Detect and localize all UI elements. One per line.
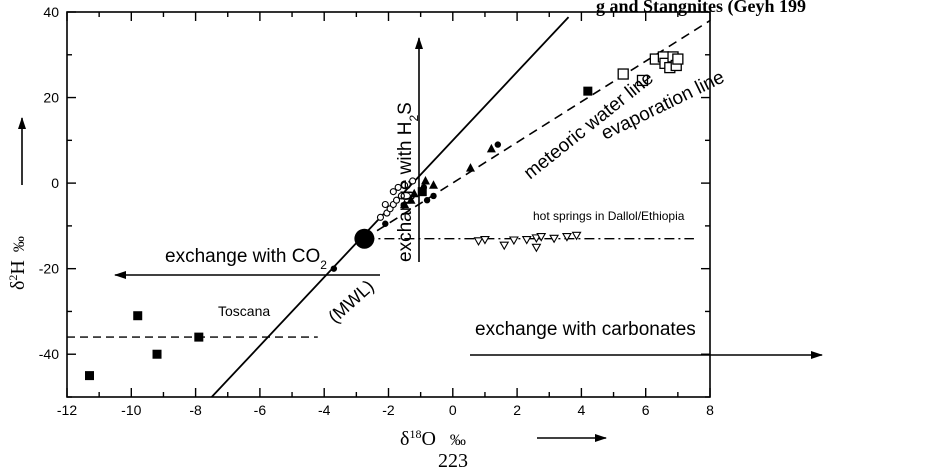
x-tick-label: -6 <box>254 402 267 418</box>
x-tick-label: 0 <box>449 402 457 418</box>
data-point-open-triangle-down <box>521 236 532 245</box>
data-point-open-circle <box>394 183 402 191</box>
data-point-filled-square <box>152 349 162 359</box>
data-point-open-square <box>617 68 629 80</box>
y-axis-unit: ‰ <box>11 236 28 252</box>
x-axis-main: O <box>421 428 435 450</box>
data-point-filled-circle <box>330 265 338 272</box>
data-point-open-triangle-down <box>531 243 542 253</box>
y-axis-main: H <box>7 260 29 274</box>
x-tick-label: 2 <box>513 402 521 418</box>
h2s-label-main: exchange with H <box>395 122 416 262</box>
data-point-filled-circle <box>494 141 502 148</box>
x-axis-unit: ‰ <box>450 432 466 449</box>
data-point-filled-triangle <box>409 188 419 198</box>
y-axis-delta: δ <box>7 281 29 290</box>
evaporation-line <box>363 19 711 240</box>
co2-label-sub: 2 <box>320 258 327 272</box>
data-point-filled-square <box>85 371 95 381</box>
data-point-open-triangle-down <box>508 236 519 246</box>
y-axis-label: δ2H ‰ <box>6 236 29 290</box>
y-tick-label: 20 <box>43 90 59 106</box>
data-point-open-circle <box>397 192 405 200</box>
chart-title: g and Stangnites (Geyh 199 <box>596 0 806 17</box>
data-point-open-triangle-down <box>499 241 510 251</box>
x-tick-label: 4 <box>578 402 586 418</box>
toscana-label: Toscana <box>218 303 270 319</box>
dallol-label: hot springs in Dallol/Ethiopia <box>533 209 685 223</box>
data-point-open-triangle-down <box>480 236 490 245</box>
x-tick-label: -2 <box>382 402 395 418</box>
co2-label: exchange with CO2 <box>165 246 327 272</box>
x-tick-label: 6 <box>642 402 650 418</box>
data-point-filled-circle <box>382 220 389 227</box>
data-point-open-triangle-down <box>536 233 547 242</box>
data-point-open-square <box>636 74 649 87</box>
x-tick-label: -10 <box>121 402 141 418</box>
data-point-open-circle <box>392 196 401 204</box>
carbonates-label: exchange with carbonates <box>475 319 696 340</box>
x-axis-label: δ18O ‰ <box>400 427 466 450</box>
y-tick-labels: -40 -20 0 20 40 <box>39 4 59 362</box>
data-point-open-circle <box>409 177 417 185</box>
data-points <box>85 51 684 381</box>
data-point-filled-triangle <box>465 163 475 172</box>
x-tick-labels: -12 -10 -8 -6 -4 -2 0 2 4 6 8 <box>57 402 714 418</box>
x-tick-label: -4 <box>318 402 331 418</box>
data-point-filled-square <box>133 311 143 321</box>
data-point-filled-square <box>194 332 204 342</box>
mwl-label: (MWL) <box>324 276 378 327</box>
data-point-filled-triangle <box>486 143 496 153</box>
co2-label-main: exchange with CO <box>165 246 320 267</box>
data-point-filled-square <box>417 187 427 197</box>
page-number: 223 <box>438 450 468 472</box>
data-point-filled-triangle <box>400 199 410 208</box>
data-point-filled-circle <box>420 184 428 191</box>
data-point-filled-triangle <box>429 180 439 189</box>
x-axis-sup: 18 <box>409 427 421 441</box>
data-point-filled-circle <box>423 197 431 204</box>
data-point-open-triangle-down <box>473 237 484 246</box>
y-tick-label: -20 <box>39 261 59 277</box>
data-point-filled-triangle <box>406 195 416 204</box>
origin-point <box>354 228 375 249</box>
data-point-open-circle <box>381 200 389 209</box>
y-tick-label: -40 <box>39 346 59 362</box>
data-point-filled-square <box>583 86 593 96</box>
data-point-open-triangle-down <box>571 231 582 241</box>
h2s-label-end: S <box>395 102 416 115</box>
x-axis-delta: δ <box>400 428 409 450</box>
data-point-open-triangle-down <box>549 234 560 244</box>
data-point-open-square <box>672 53 684 65</box>
data-point-open-circle <box>401 181 409 189</box>
x-tick-label: -8 <box>189 402 202 418</box>
x-tick-label: -12 <box>57 402 77 418</box>
data-point-filled-circle <box>430 192 437 200</box>
data-point-open-triangle-down <box>561 233 572 242</box>
y-tick-label: 40 <box>43 4 59 20</box>
data-point-open-circle <box>376 213 385 221</box>
data-point-open-circle <box>389 188 397 196</box>
data-point-filled-triangle <box>420 175 430 185</box>
y-tick-label: 0 <box>51 175 59 191</box>
y-axis-sup: 2 <box>6 275 20 281</box>
h2s-label-sub: 2 <box>407 115 421 122</box>
h2s-label: exchange with H2S <box>395 102 421 262</box>
x-tick-label: 8 <box>706 402 714 418</box>
